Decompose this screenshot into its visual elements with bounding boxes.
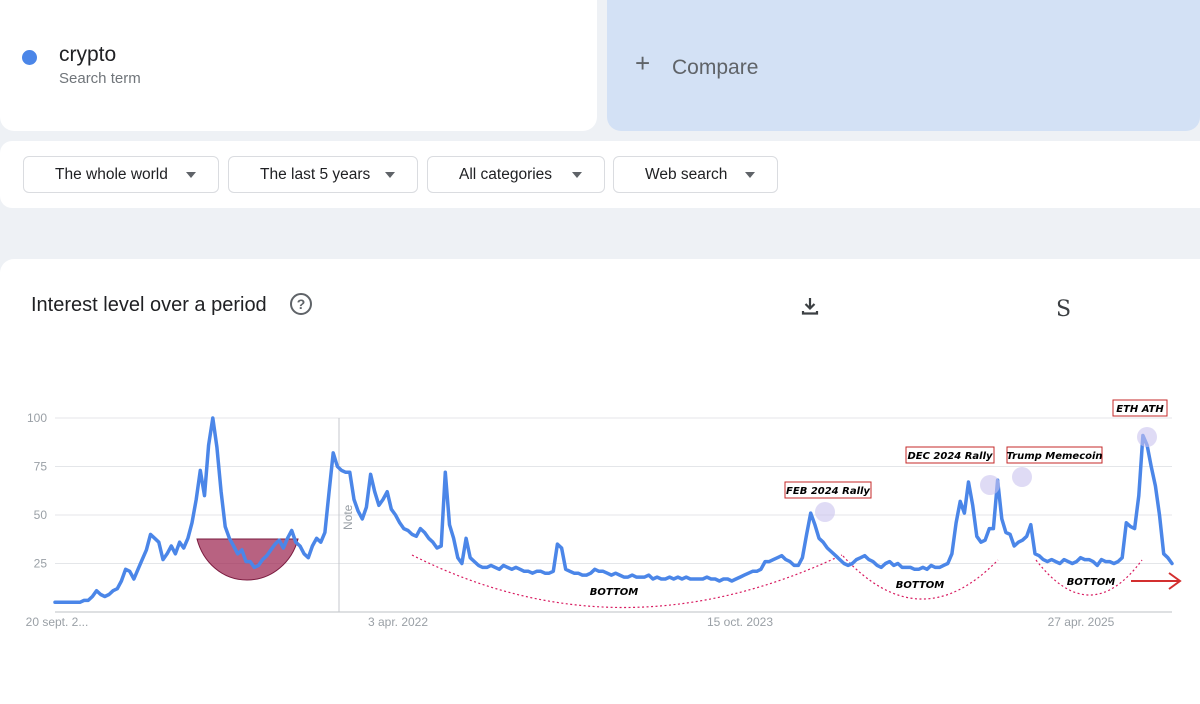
x-tick-label: 3 apr. 2022 — [368, 615, 428, 629]
compare-button[interactable]: + Compare — [607, 0, 1200, 131]
bottom-label: BOTTOM — [896, 580, 944, 591]
region-filter-label: The whole world — [55, 165, 168, 183]
term-color-dot — [22, 50, 37, 65]
y-tick-label: 50 — [34, 508, 48, 522]
y-tick-label: 100 — [27, 411, 47, 425]
corner-letter: S — [1056, 297, 1072, 322]
annotation-label: DEC 2024 Rally — [905, 446, 995, 464]
bottom-label: BOTTOM — [590, 587, 638, 598]
caret-down-icon — [572, 172, 582, 178]
annotation-box — [1112, 399, 1168, 417]
annotation-label: Trump Memecoin — [1006, 446, 1103, 464]
highlight-circle — [815, 502, 835, 522]
filter-bar: The whole world The last 5 years All cat… — [0, 141, 1200, 208]
bottom-arc — [842, 555, 999, 600]
highlight-circle — [1137, 427, 1157, 447]
annotation-box — [1006, 446, 1103, 464]
bottom-label: BOTTOM — [1067, 577, 1115, 588]
series-line-crypto — [53, 416, 1174, 605]
annotation-box — [784, 481, 872, 499]
annotation-label: ETH ATH — [1112, 399, 1168, 417]
plus-icon: + — [635, 48, 651, 78]
note-marker-label: Note — [341, 504, 355, 530]
x-tick-label: 15 oct. 2023 — [707, 615, 773, 629]
time-range-filter-label: The last 5 years — [260, 165, 371, 183]
search-type-filter-label: Web search — [645, 165, 728, 183]
x-tick-label: 27 apr. 2025 — [1048, 615, 1115, 629]
bottom-arc — [1035, 559, 1143, 596]
compare-label: Compare — [672, 56, 759, 79]
annotation-text: Trump Memecoin — [1006, 451, 1102, 462]
highlight-circle — [1012, 467, 1032, 487]
caret-down-icon — [385, 172, 395, 178]
category-filter[interactable]: All categories — [427, 156, 605, 193]
y-tick-label: 75 — [34, 460, 48, 474]
region-filter[interactable]: The whole world — [23, 156, 219, 193]
annotation-text: ETH ATH — [1116, 404, 1164, 415]
annotation-label: FEB 2024 Rally — [784, 481, 872, 499]
search-term-card[interactable]: crypto Search term — [0, 0, 597, 131]
search-term-name[interactable]: crypto — [59, 43, 117, 66]
highlight-circle — [980, 475, 1000, 495]
caret-down-icon — [186, 172, 196, 178]
annotation-box — [905, 446, 995, 464]
annotation-text: FEB 2024 Rally — [786, 486, 870, 497]
red-arrow-icon — [1131, 572, 1182, 590]
help-icon[interactable]: ? — [290, 293, 312, 315]
x-tick-label: 20 sept. 2... — [26, 615, 89, 629]
search-type-filter[interactable]: Web search — [613, 156, 778, 193]
annotation-text: DEC 2024 Rally — [907, 451, 993, 462]
y-tick-label: 25 — [34, 557, 48, 571]
time-range-filter[interactable]: The last 5 years — [228, 156, 418, 193]
chart-title: Interest level over a period — [31, 294, 267, 316]
download-icon[interactable] — [800, 296, 820, 316]
category-filter-label: All categories — [459, 165, 553, 183]
search-term-subtitle: Search term — [59, 70, 141, 87]
caret-down-icon — [745, 172, 755, 178]
